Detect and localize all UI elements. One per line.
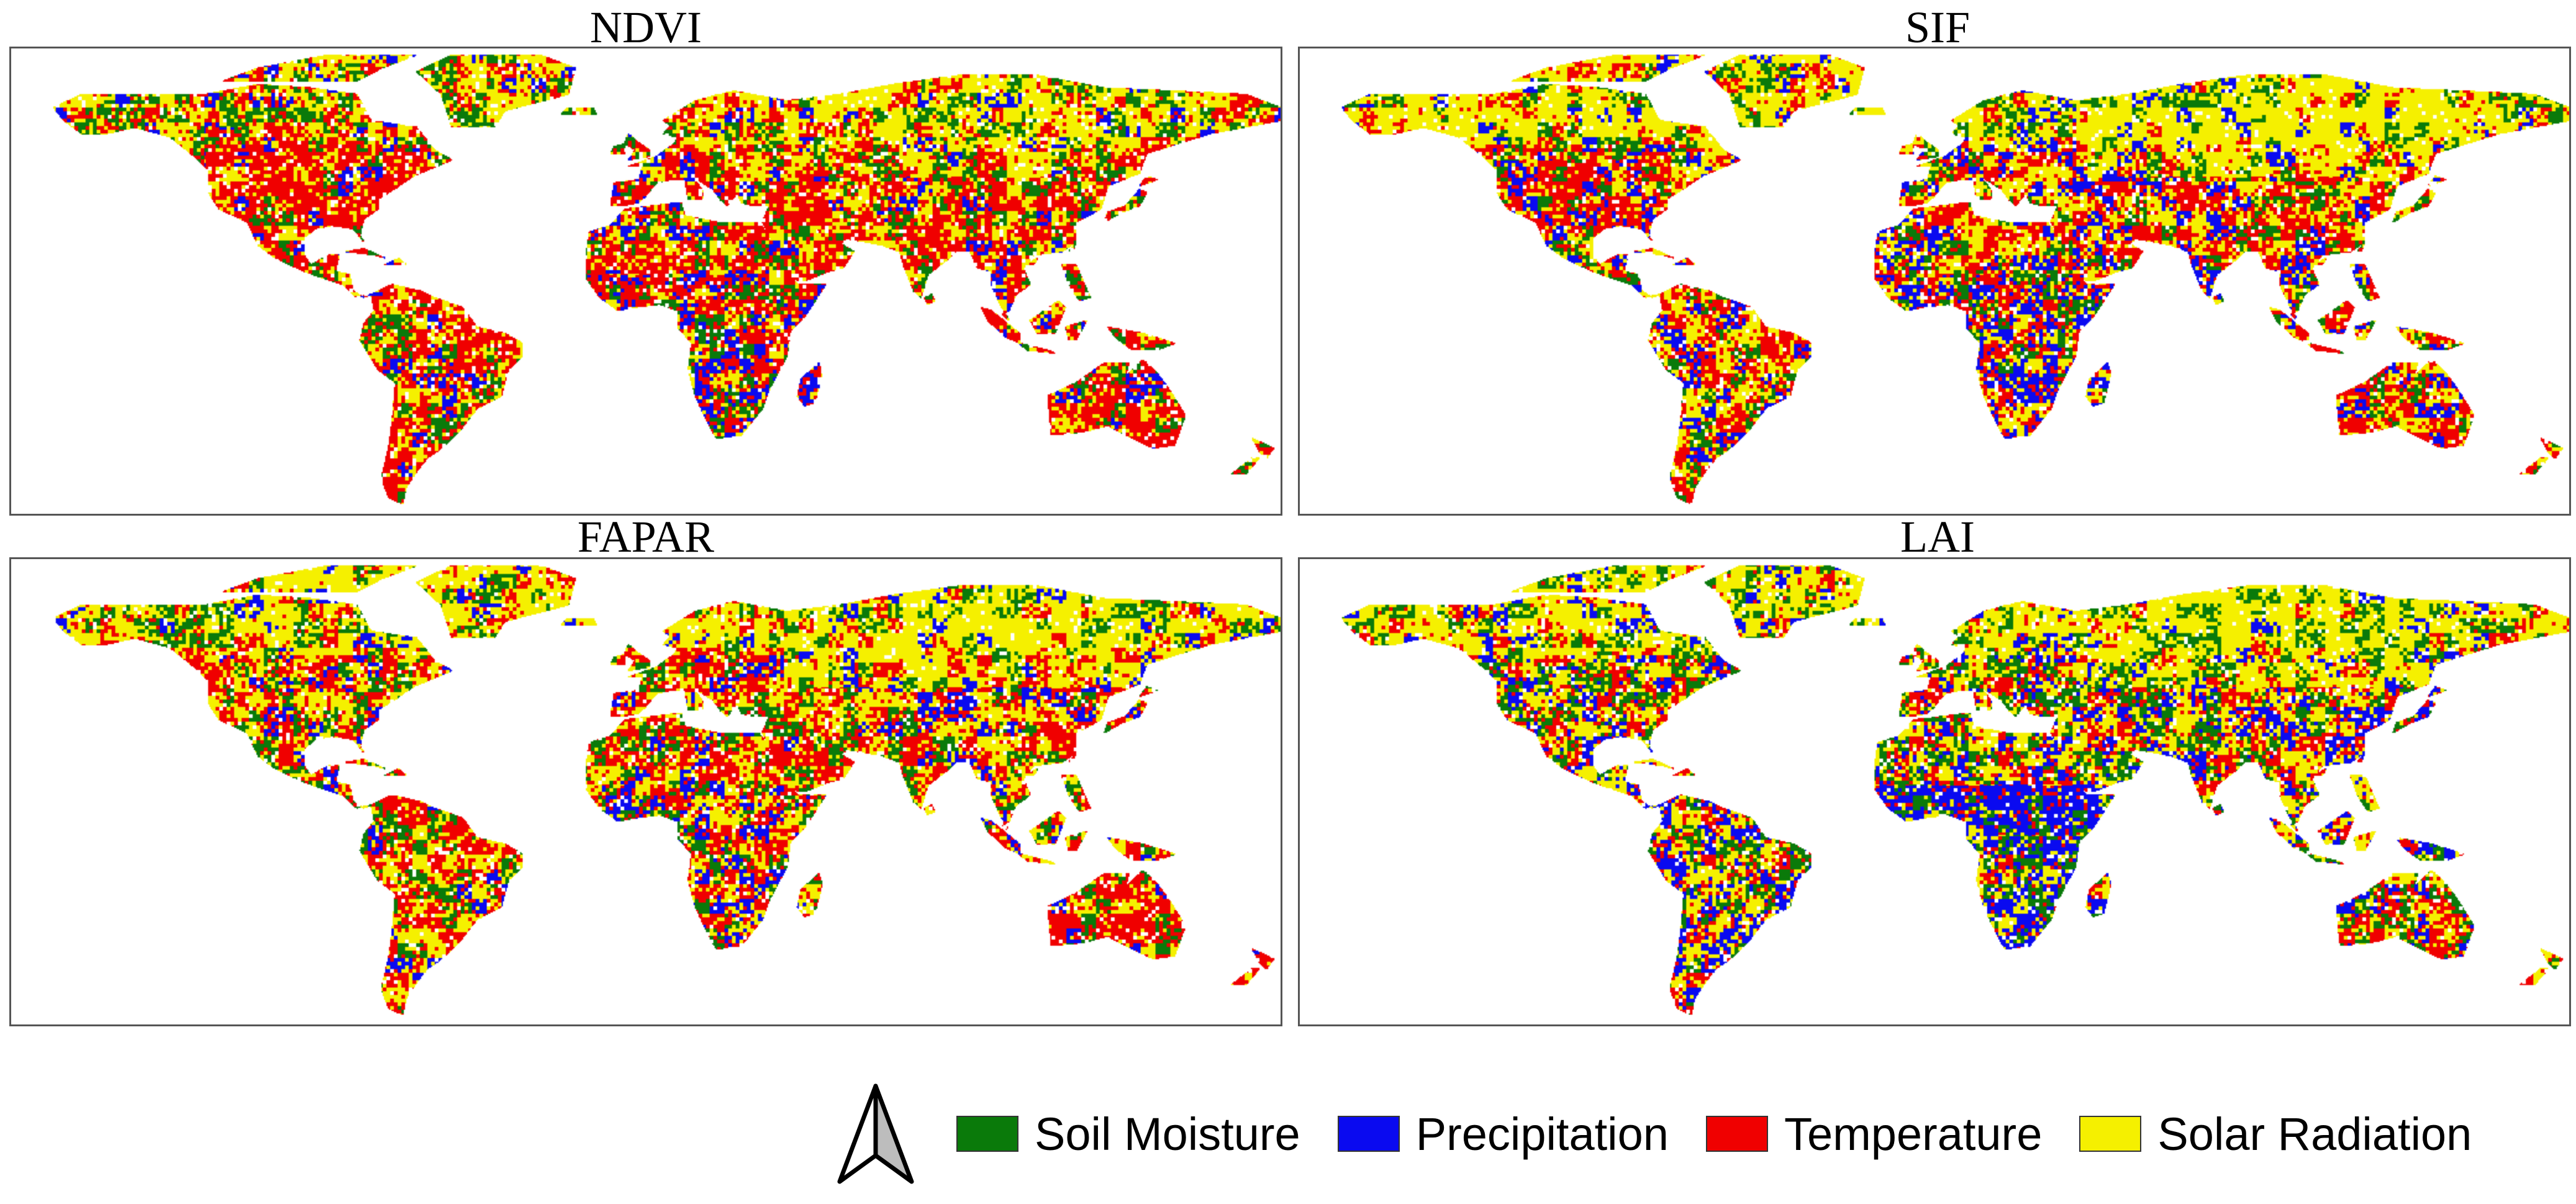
- legend-label: Solar Radiation: [2157, 1108, 2472, 1160]
- panel-title-fapar: FAPAR: [577, 512, 715, 562]
- panel-title-lai: LAI: [1900, 512, 1975, 562]
- legend-swatch: [2079, 1116, 2142, 1152]
- legend-swatch: [1705, 1116, 1768, 1152]
- panel-title-ndvi: NDVI: [590, 2, 702, 52]
- map-panel-ndvi: [9, 47, 1282, 516]
- map-canvas-sif: [1300, 48, 2569, 514]
- map-canvas-fapar: [11, 559, 1281, 1024]
- legend-label: Temperature: [1784, 1108, 2043, 1160]
- legend-swatch: [1337, 1116, 1400, 1152]
- legend-label: Soil Moisture: [1035, 1108, 1300, 1160]
- legend-item-precipitation: Precipitation: [1337, 1108, 1669, 1161]
- map-canvas-ndvi: [11, 48, 1281, 514]
- map-panel-fapar: [9, 557, 1282, 1026]
- map-panel-lai: [1298, 557, 2571, 1026]
- map-panel-sif: [1298, 47, 2571, 516]
- north-arrow-icon: [837, 1083, 914, 1184]
- legend-item-solar-radiation: Solar Radiation: [2079, 1108, 2472, 1161]
- map-canvas-lai: [1300, 559, 2569, 1024]
- legend-item-temperature: Temperature: [1705, 1108, 2043, 1161]
- legend-item-soil-moisture: Soil Moisture: [956, 1108, 1300, 1161]
- legend-swatch: [956, 1116, 1018, 1152]
- legend: Soil Moisture Precipitation Temperature …: [832, 1078, 2472, 1190]
- legend-label: Precipitation: [1415, 1108, 1669, 1160]
- panel-title-sif: SIF: [1905, 2, 1971, 52]
